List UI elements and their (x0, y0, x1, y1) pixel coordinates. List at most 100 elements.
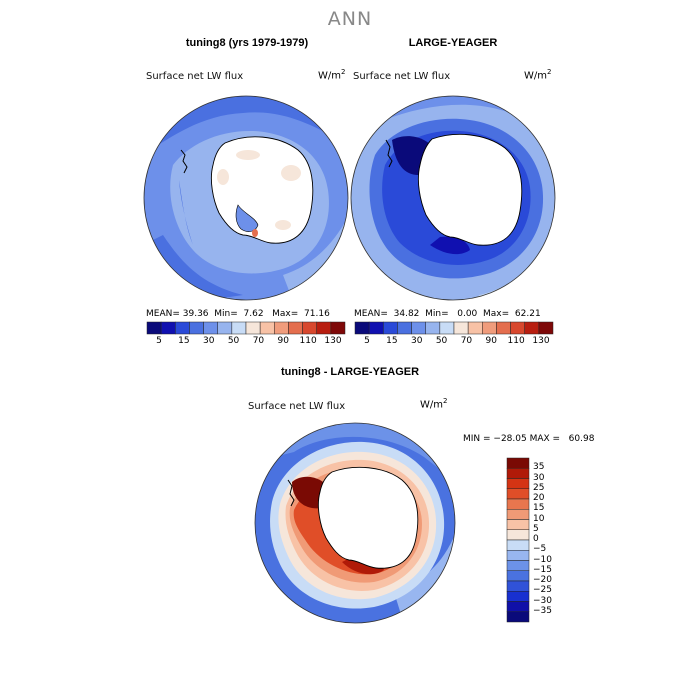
colorbar-tick-label: 130 (532, 336, 550, 346)
map1-ross-bay (235, 204, 259, 232)
colorbar-cell (302, 321, 317, 335)
colorbar-tick-label: 70 (252, 336, 265, 346)
panel-2-variable-label: Surface net LW flux (353, 71, 451, 82)
colorbar-tick-label: −25 (533, 585, 552, 596)
colorbar-cell (510, 321, 525, 335)
colorbar-diff-labels: 35 30 25 20 15 10 5 0 −5 −10 −15 −20 −25 −30 −35 (533, 458, 593, 622)
colorbar-cell (506, 611, 530, 623)
colorbar-cell (330, 321, 346, 335)
panel-1-units: W/m2 (318, 68, 346, 82)
colorbar-cell (524, 321, 540, 335)
panel-2-title: LARGE-YEAGER (408, 37, 498, 49)
colorbar-cell (496, 321, 511, 335)
colorbar-cell (160, 321, 176, 335)
colorbar-cell (506, 457, 530, 469)
diff-minmax: MIN = −28.05 MAX = 60.98 (463, 434, 595, 444)
panel-2-units: W/m2 (524, 68, 552, 82)
colorbar-tick-label: 110 (507, 336, 525, 346)
colorbar-cell (354, 321, 370, 335)
colorbar-tick-label: 35 (533, 462, 545, 473)
colorbar-diff (506, 457, 530, 623)
colorbar-cell (506, 570, 530, 582)
colorbar-cell (175, 321, 190, 335)
colorbar-tick-label: 10 (533, 513, 545, 524)
colorbar-cell (245, 321, 261, 335)
map1-warm-patch-1 (236, 150, 260, 160)
colorbar-tick-label: 50 (435, 336, 448, 346)
colorbar-cell (506, 478, 530, 489)
colorbar-tick-label: −15 (533, 564, 552, 575)
colorbar-panel-2 (354, 321, 554, 335)
colorbar-tick-label: −35 (533, 605, 552, 616)
colorbar-tick-label: 25 (533, 482, 545, 493)
diff-units: W/m2 (420, 397, 448, 411)
main-title: ANN (327, 8, 373, 30)
colorbar-tick-label: −20 (533, 575, 552, 585)
map1-warm-patch-2 (281, 165, 301, 181)
map2-sa-tip (385, 139, 393, 168)
colorbar-tick-label: 90 (277, 336, 289, 346)
colorbar-cell (506, 529, 530, 541)
colorbar-cell (506, 488, 530, 500)
colorbar-panel-2-labels: 5 15 30 50 70 90 110 130 (355, 336, 553, 348)
colorbar-cell (368, 321, 384, 335)
colorbar-cell (203, 321, 218, 335)
colorbar-panel-1-labels: 5 15 30 50 70 90 110 130 (147, 336, 345, 348)
colorbar-cell (467, 321, 483, 335)
colorbar-tick-label: 30 (202, 336, 215, 346)
map2-antarctica (417, 133, 523, 246)
colorbar-cell (506, 509, 530, 520)
colorbar-tick-label: 30 (533, 472, 545, 483)
colorbar-tick-label: −5 (533, 544, 547, 555)
map1-sa-tip (180, 149, 188, 174)
map1-warm-patch-3 (217, 169, 229, 185)
colorbar-tick-label: 90 (485, 336, 497, 346)
colorbar-tick-label: 70 (460, 336, 473, 346)
colorbar-cell (506, 539, 530, 551)
colorbar-cell (453, 321, 469, 335)
colorbar-cell (397, 321, 412, 335)
map-panel-diff (254, 422, 456, 624)
colorbar-cell (274, 321, 289, 335)
map1-hot-spot (252, 229, 258, 237)
colorbar-cell (146, 321, 162, 335)
diff-border (254, 422, 456, 624)
colorbar-cell (439, 321, 455, 335)
diff-variable-label: Surface net LW flux (248, 401, 346, 412)
colorbar-tick-label: 15 (386, 336, 398, 346)
diff-antarctica (317, 466, 419, 569)
colorbar-cell (506, 580, 530, 592)
panel-1-variable-label: Surface net LW flux (146, 71, 244, 82)
colorbar-cell (383, 321, 398, 335)
colorbar-cell (506, 560, 530, 571)
colorbar-cell (506, 498, 530, 510)
colorbar-panel-1 (146, 321, 346, 335)
panel-2-stats: MEAN= 34.82 Min= 0.00 Max= 62.21 (354, 309, 541, 319)
map1-border (143, 95, 349, 301)
diff-title: tuning8 - LARGE-YEAGER (280, 366, 420, 378)
colorbar-cell (411, 321, 426, 335)
colorbar-tick-label: 20 (533, 493, 545, 503)
colorbar-tick-label: 30 (410, 336, 423, 346)
map2-ross-deep (430, 236, 470, 255)
colorbar-tick-label: 5 (533, 523, 539, 534)
colorbar-cell (231, 321, 247, 335)
colorbar-tick-label: 15 (178, 336, 190, 346)
colorbar-cell (506, 519, 530, 530)
colorbar-tick-label: −10 (533, 554, 552, 565)
diff-sa-tip (287, 479, 295, 507)
colorbar-tick-label: 5 (364, 336, 370, 346)
colorbar-tick-label: 130 (324, 336, 342, 346)
colorbar-tick-label: 50 (227, 336, 240, 346)
colorbar-cell (506, 591, 530, 602)
colorbar-tick-label: 15 (533, 503, 545, 514)
colorbar-cell (506, 601, 530, 612)
colorbar-cell (288, 321, 303, 335)
colorbar-cell (189, 321, 204, 335)
colorbar-cell (217, 321, 233, 335)
panel-1-stats: MEAN= 39.36 Min= 7.62 Max= 71.16 (146, 309, 330, 319)
colorbar-cell (538, 321, 554, 335)
colorbar-tick-label: 0 (533, 534, 539, 544)
colorbar-tick-label: 5 (156, 336, 162, 346)
colorbar-cell (316, 321, 332, 335)
